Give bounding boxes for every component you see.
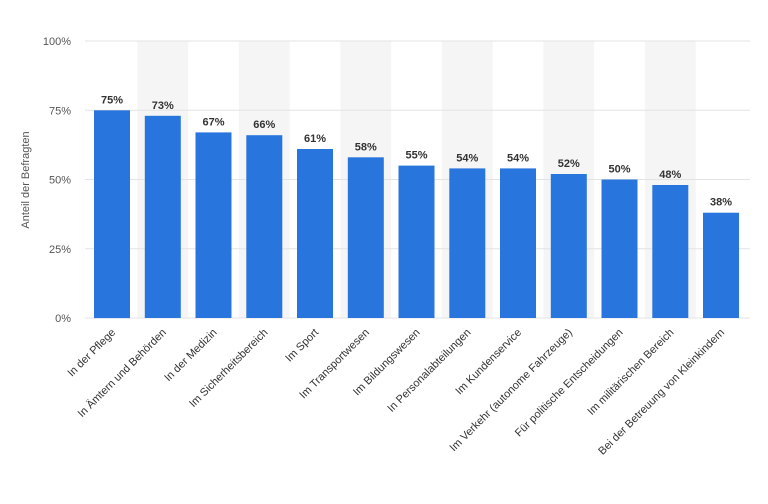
- x-tick-label: In der Pflege: [66, 327, 119, 380]
- data-label: 54%: [507, 152, 529, 164]
- y-tick-label: 25%: [49, 244, 71, 256]
- bar[interactable]: [703, 212, 739, 318]
- bar[interactable]: [601, 179, 638, 319]
- y-tick-label: 0%: [55, 313, 71, 325]
- data-label: 58%: [355, 141, 377, 153]
- y-tick-label: 100%: [43, 36, 71, 48]
- bar[interactable]: [347, 157, 384, 318]
- x-tick-label: Im militärischen Bereich: [585, 327, 676, 418]
- bar[interactable]: [144, 115, 181, 318]
- data-label: 48%: [659, 169, 681, 181]
- x-tick-label: Für politische Entscheidungen: [513, 327, 626, 440]
- data-label: 52%: [558, 158, 580, 170]
- data-labels: 75% 73% 67% 66% 61% 58% 55% 54% 54% 52% 50% 48% 38%: [101, 94, 732, 208]
- bar[interactable]: [500, 168, 536, 318]
- data-label: 67%: [202, 116, 224, 128]
- data-label: 50%: [608, 164, 630, 176]
- x-tick-label: Im Sport: [283, 327, 321, 365]
- y-axis-ticks: 0% 25% 50% 75% 100%: [43, 36, 71, 325]
- data-label: 75%: [101, 94, 123, 106]
- bar[interactable]: [195, 132, 232, 318]
- data-label: 55%: [405, 150, 427, 162]
- data-label: 66%: [253, 119, 275, 131]
- data-label: 73%: [152, 100, 174, 112]
- bar[interactable]: [652, 185, 689, 318]
- x-tick-label: In der Medizin: [162, 327, 219, 384]
- data-label: 54%: [456, 152, 478, 164]
- bar[interactable]: [246, 135, 283, 318]
- bar[interactable]: [297, 149, 333, 318]
- y-axis-title: Anteil der Befragten: [20, 131, 32, 228]
- x-tick-label: In Ämtern und Behörden: [76, 327, 169, 420]
- bar[interactable]: [550, 174, 587, 318]
- y-tick-label: 75%: [49, 105, 71, 117]
- data-label: 38%: [710, 197, 732, 209]
- bar[interactable]: [398, 165, 435, 318]
- bars: [94, 110, 739, 319]
- y-tick-label: 50%: [49, 175, 71, 187]
- data-label: 61%: [304, 133, 326, 145]
- x-tick-label: In Personalabteilungen: [385, 327, 473, 415]
- bar[interactable]: [94, 110, 130, 319]
- bar[interactable]: [449, 168, 486, 318]
